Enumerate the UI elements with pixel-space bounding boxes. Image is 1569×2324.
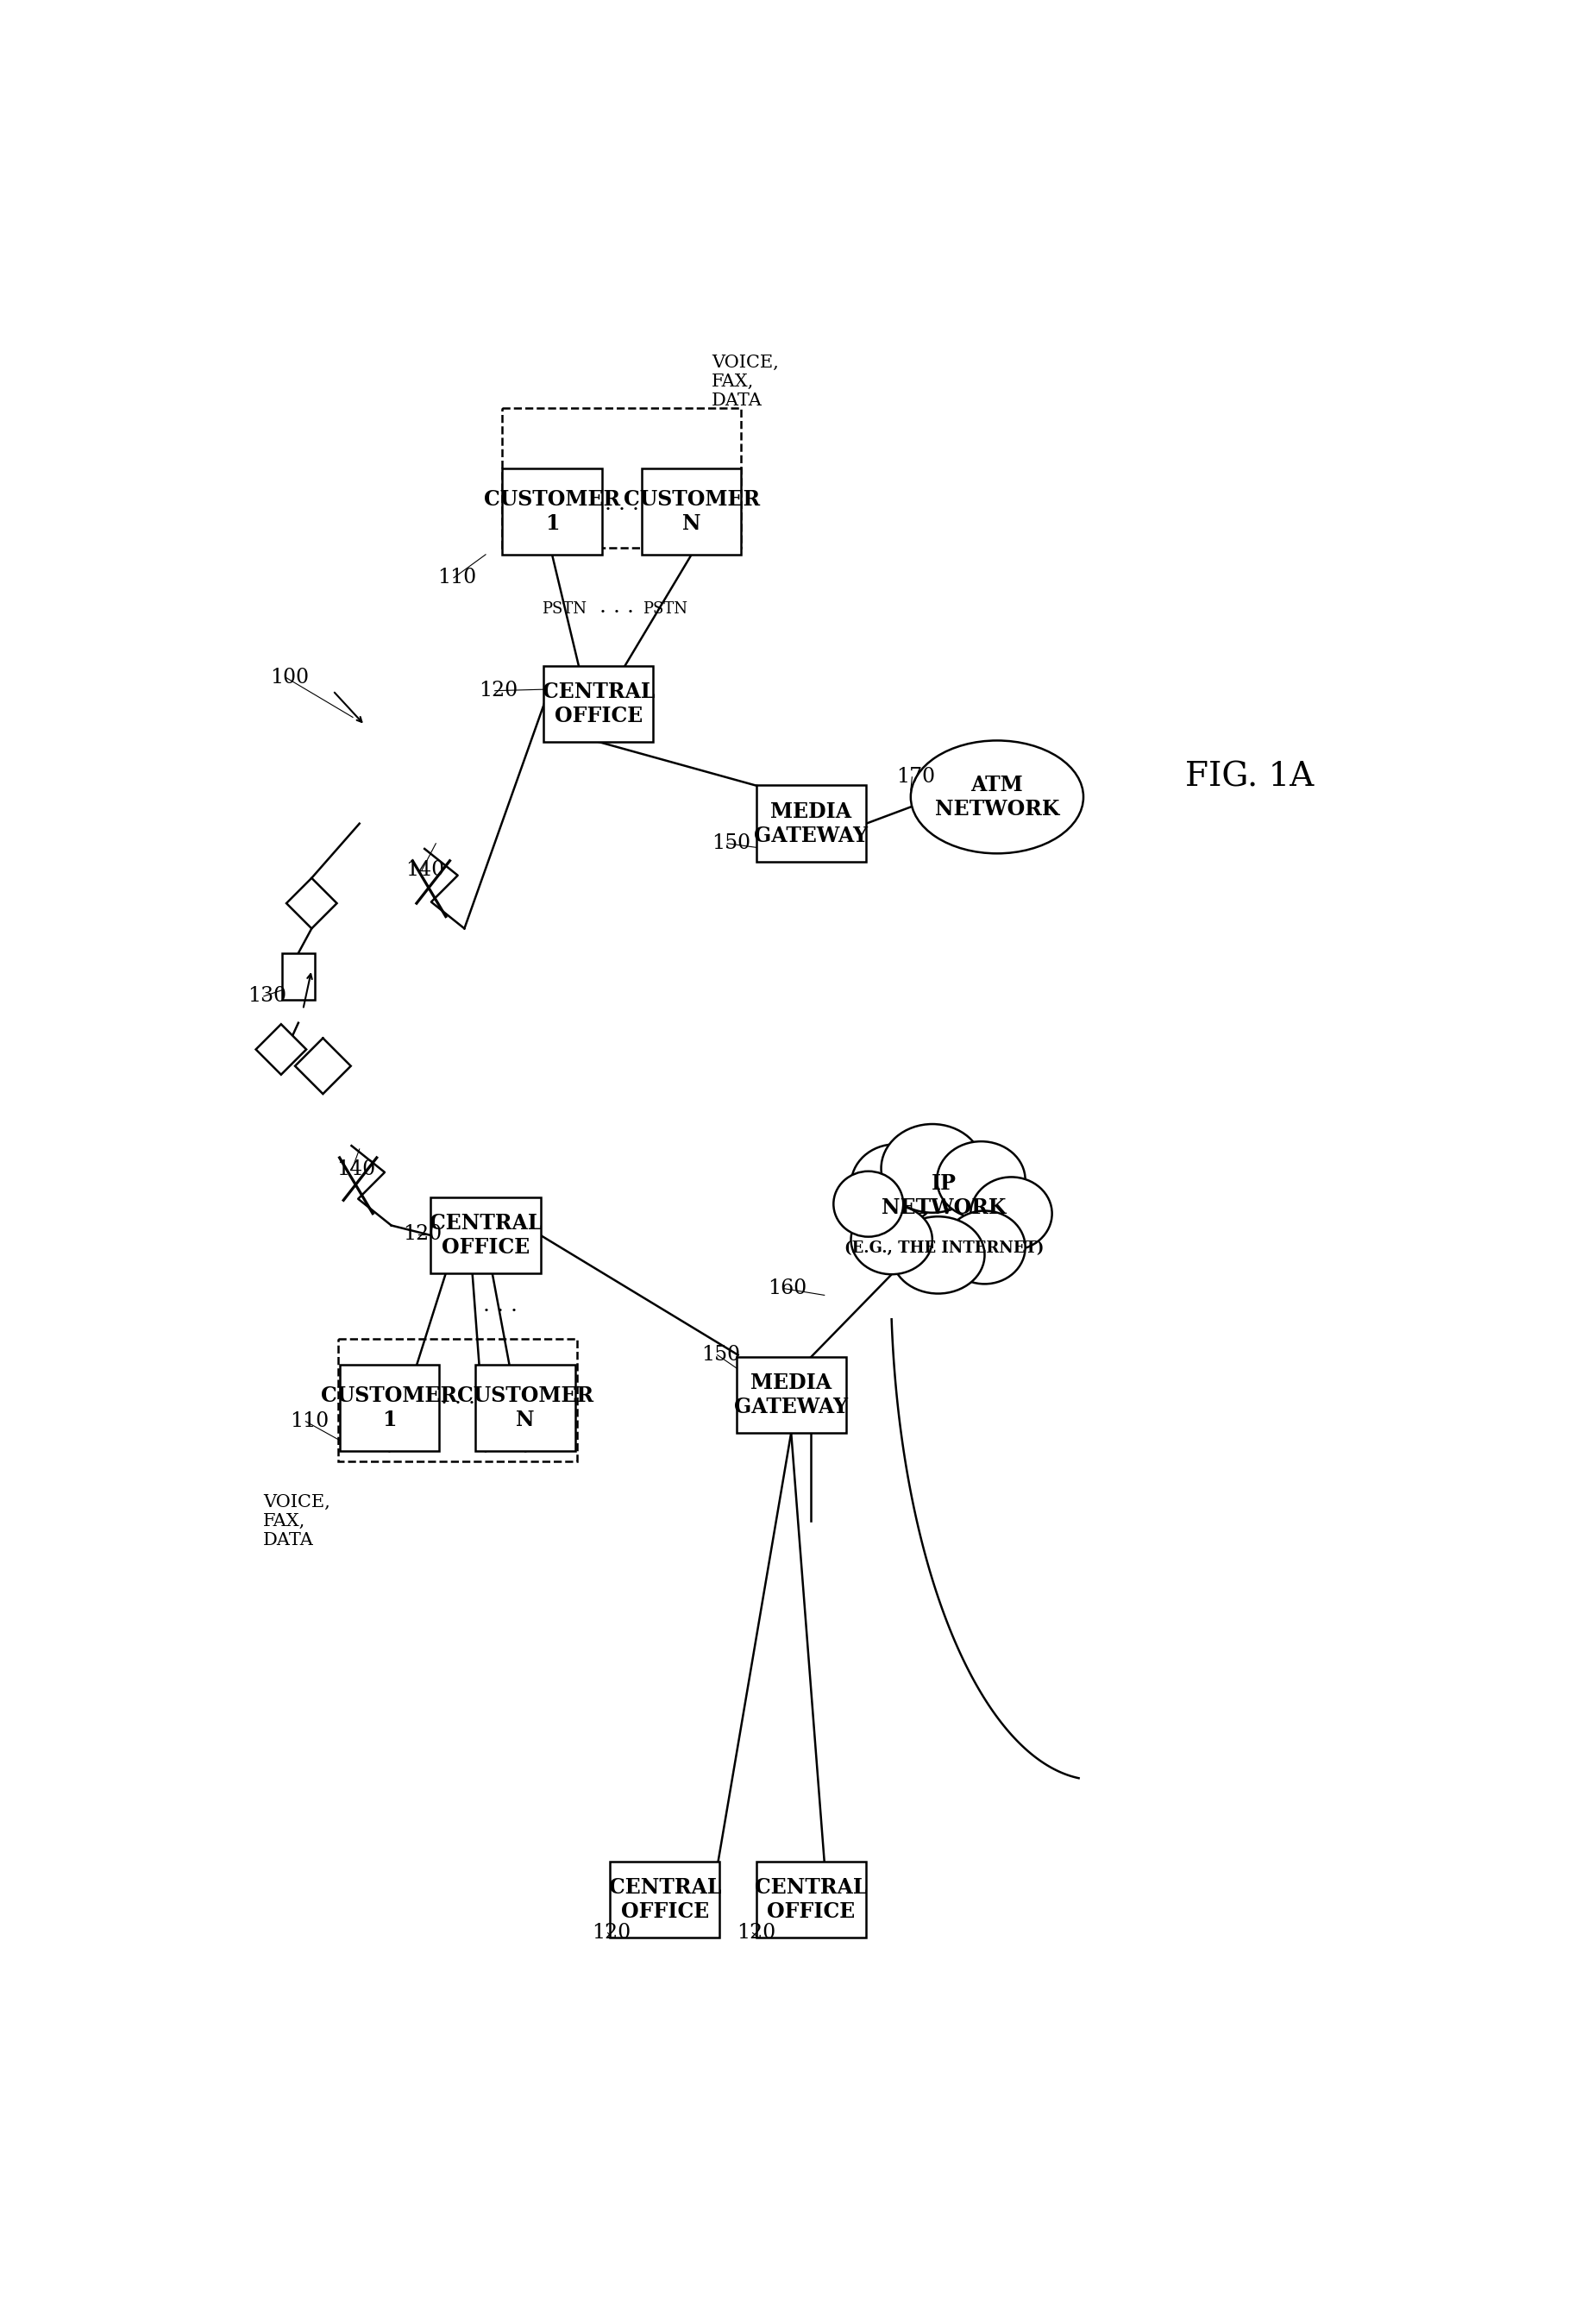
Ellipse shape: [891, 1215, 985, 1294]
Text: CENTRAL
OFFICE: CENTRAL OFFICE: [609, 1878, 722, 1922]
Text: · · ·: · · ·: [441, 1394, 475, 1413]
Polygon shape: [256, 1025, 306, 1074]
Text: CUSTOMER
1: CUSTOMER 1: [483, 488, 620, 535]
Text: 140: 140: [406, 860, 446, 881]
Text: VOICE,
FAX,
DATA: VOICE, FAX, DATA: [711, 356, 778, 409]
Bar: [756, 786, 866, 862]
Text: (E.G., THE INTERNET): (E.G., THE INTERNET): [844, 1241, 1043, 1257]
Bar: [544, 665, 653, 741]
Text: MEDIA
GATEWAY: MEDIA GATEWAY: [755, 802, 868, 846]
Text: · · ·: · · ·: [599, 602, 634, 623]
Text: 120: 120: [737, 1922, 775, 1943]
Text: PSTN: PSTN: [541, 602, 587, 616]
Text: FIG. 1A: FIG. 1A: [1185, 760, 1313, 792]
Text: IP
NETWORK: IP NETWORK: [882, 1174, 1006, 1218]
Text: PSTN: PSTN: [643, 602, 687, 616]
Bar: [431, 1197, 540, 1274]
Ellipse shape: [882, 1125, 984, 1213]
Bar: [502, 409, 741, 548]
Ellipse shape: [846, 1136, 1043, 1281]
Text: CENTRAL
OFFICE: CENTRAL OFFICE: [430, 1213, 541, 1257]
Text: CUSTOMER
1: CUSTOMER 1: [322, 1385, 458, 1432]
Text: 110: 110: [290, 1411, 329, 1432]
Ellipse shape: [937, 1141, 1025, 1218]
Ellipse shape: [850, 1143, 940, 1225]
Ellipse shape: [850, 1204, 932, 1274]
Text: MEDIA
GATEWAY: MEDIA GATEWAY: [734, 1373, 849, 1418]
Text: CUSTOMER
N: CUSTOMER N: [457, 1385, 593, 1432]
Text: CENTRAL
OFFICE: CENTRAL OFFICE: [543, 681, 654, 727]
Text: 140: 140: [336, 1160, 375, 1178]
Bar: [282, 953, 315, 999]
Bar: [736, 1357, 846, 1434]
Text: 170: 170: [896, 767, 935, 788]
Ellipse shape: [971, 1176, 1053, 1250]
Text: ATM
NETWORK: ATM NETWORK: [935, 774, 1059, 820]
Polygon shape: [295, 1039, 351, 1095]
Text: 160: 160: [767, 1278, 806, 1299]
Text: 150: 150: [711, 834, 750, 853]
Text: 130: 130: [248, 985, 287, 1006]
Text: 120: 120: [403, 1225, 441, 1243]
Ellipse shape: [833, 1171, 904, 1236]
Text: · · ·: · · ·: [483, 1301, 518, 1322]
Text: 150: 150: [701, 1346, 741, 1364]
Ellipse shape: [910, 741, 1084, 853]
Bar: [502, 467, 602, 555]
Ellipse shape: [945, 1211, 1025, 1283]
Bar: [339, 1339, 577, 1462]
Text: 110: 110: [438, 567, 477, 588]
Polygon shape: [287, 878, 337, 930]
Bar: [475, 1364, 576, 1450]
Bar: [610, 1862, 720, 1938]
Text: CENTRAL
OFFICE: CENTRAL OFFICE: [755, 1878, 868, 1922]
Bar: [756, 1862, 866, 1938]
Text: · · ·: · · ·: [604, 500, 639, 521]
Bar: [642, 467, 741, 555]
Text: 100: 100: [270, 667, 309, 688]
Text: CUSTOMER
N: CUSTOMER N: [623, 488, 759, 535]
Text: 120: 120: [592, 1922, 631, 1943]
Text: 120: 120: [479, 681, 518, 700]
Bar: [339, 1364, 439, 1450]
Text: VOICE,
FAX,
DATA: VOICE, FAX, DATA: [264, 1494, 329, 1548]
